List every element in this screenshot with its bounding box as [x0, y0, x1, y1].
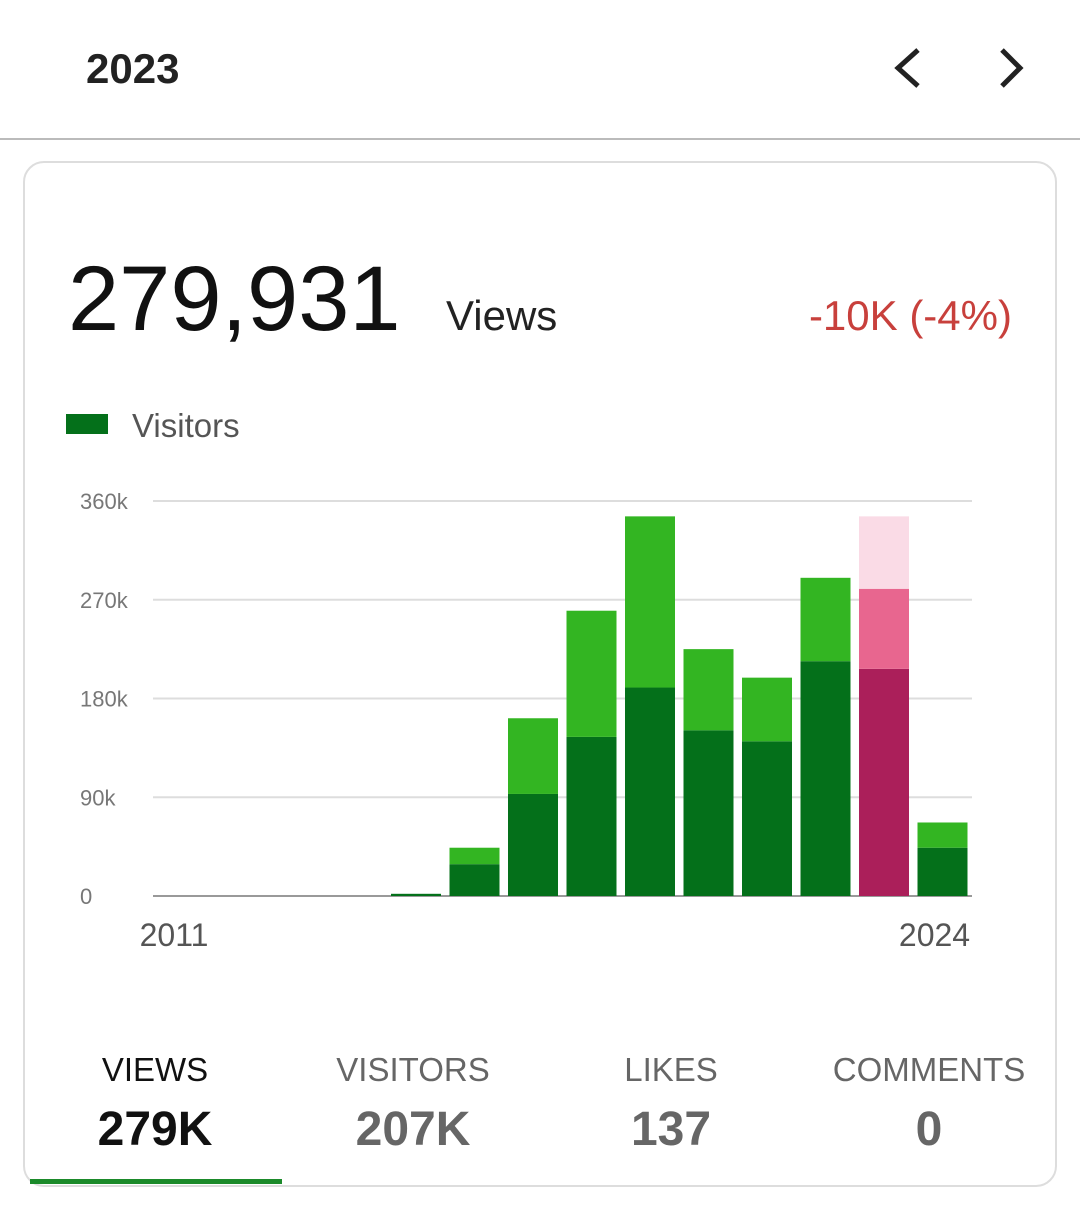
- tab-label[interactable]: VISITORS: [336, 1051, 489, 1088]
- y-tick-label: 360k: [80, 489, 129, 514]
- chart: Visitors 0 90k 180k 270k 360k 2011 2024: [66, 407, 972, 953]
- x-tick-label: 2011: [140, 917, 209, 953]
- total-unit: Views: [446, 292, 557, 339]
- total-value: 279,931: [68, 248, 401, 350]
- bar-segment: [742, 741, 792, 896]
- bar-segment: [449, 847, 500, 865]
- legend-label: Visitors: [132, 407, 240, 444]
- bar-segment: [625, 687, 675, 896]
- prev-button[interactable]: [894, 48, 920, 88]
- bar-segment: [859, 588, 909, 669]
- bar-segment: [391, 893, 441, 896]
- y-tick-label: 90k: [80, 785, 116, 810]
- y-tick-label: 270k: [80, 588, 129, 613]
- bar-segment: [508, 718, 558, 794]
- tab-value[interactable]: 0: [916, 1103, 943, 1156]
- bar-segment: [566, 610, 617, 737]
- bar-segment: [800, 661, 851, 896]
- bar-segment: [859, 668, 909, 896]
- card: [23, 161, 1057, 1187]
- bar-segment: [683, 649, 734, 731]
- tab-value[interactable]: 207K: [356, 1103, 471, 1156]
- bar-segment: [566, 736, 617, 896]
- y-tick-label: 0: [80, 884, 92, 909]
- bar-segment: [683, 730, 734, 896]
- y-tick-label: 180k: [80, 687, 129, 712]
- x-tick-label: 2024: [899, 917, 970, 953]
- bar-segment: [742, 677, 792, 742]
- tabs: VIEWS 279K VISITORS 207K LIKES 137 COMMENTS 0: [30, 1051, 1025, 1184]
- tab-label[interactable]: LIKES: [624, 1051, 718, 1088]
- bar-segment: [917, 822, 968, 848]
- tab-value[interactable]: 137: [631, 1103, 711, 1156]
- tab-label[interactable]: COMMENTS: [833, 1051, 1026, 1088]
- tab-indicator: [30, 1179, 282, 1184]
- year-title: 2023: [86, 45, 179, 92]
- legend-swatch: [66, 414, 108, 434]
- bar-segment: [800, 577, 851, 662]
- bar-segment: [625, 516, 675, 688]
- change: -10K (-4%): [809, 292, 1012, 339]
- tab-label[interactable]: VIEWS: [102, 1051, 208, 1088]
- tab-value[interactable]: 279K: [98, 1103, 213, 1156]
- bar-segment: [917, 847, 968, 896]
- bar-segment: [859, 516, 909, 589]
- next-button[interactable]: [1000, 48, 1024, 88]
- bar-segment: [449, 864, 500, 896]
- bar-segment: [508, 793, 558, 896]
